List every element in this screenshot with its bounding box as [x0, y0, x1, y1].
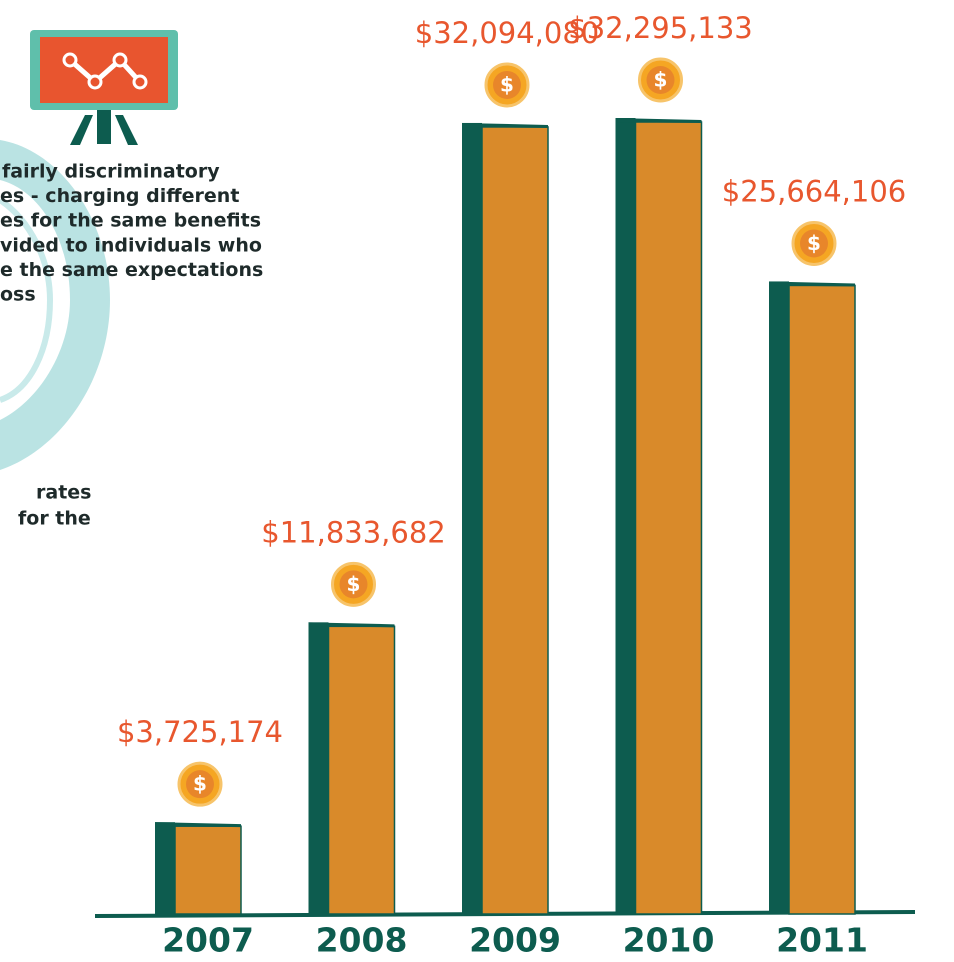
coin-symbol: $	[500, 72, 514, 96]
annotation-line: rates	[36, 482, 91, 504]
value-label: $32,295,133	[568, 11, 753, 45]
bar-side	[616, 118, 636, 914]
bar-side	[155, 822, 175, 914]
x-tick-label: 2007	[162, 921, 254, 960]
value-label: $25,664,106	[722, 174, 907, 208]
bar-side	[769, 281, 789, 914]
bar	[789, 285, 855, 914]
coin-symbol: $	[347, 572, 361, 596]
annotation-line: es for the same benefits	[0, 210, 261, 232]
coin-symbol: $	[193, 772, 207, 796]
value-label: $11,833,682	[261, 515, 446, 549]
bar	[636, 122, 702, 914]
annotation-line: fairly discriminatory	[2, 161, 220, 183]
value-label: $3,725,174	[117, 715, 283, 749]
coin-symbol: $	[807, 231, 821, 255]
x-tick-label: 2008	[316, 921, 408, 960]
annotation-line: es - charging different	[0, 185, 239, 207]
bar	[329, 626, 395, 914]
bar-side	[462, 123, 482, 914]
x-tick-label: 2009	[469, 921, 561, 960]
bar-side	[309, 622, 329, 914]
annotation-line: vided to individuals who	[0, 234, 262, 256]
x-tick-label: 2010	[623, 921, 715, 960]
annotation-line: e the same expectations	[0, 259, 263, 281]
annotation-line: oss	[0, 284, 36, 306]
bar	[482, 127, 548, 914]
infographic: fairly discriminatoryes - charging diffe…	[0, 0, 954, 962]
bar	[175, 826, 241, 914]
x-tick-label: 2011	[776, 921, 868, 960]
coin-symbol: $	[654, 68, 668, 92]
annotation-line: for the	[18, 508, 91, 530]
